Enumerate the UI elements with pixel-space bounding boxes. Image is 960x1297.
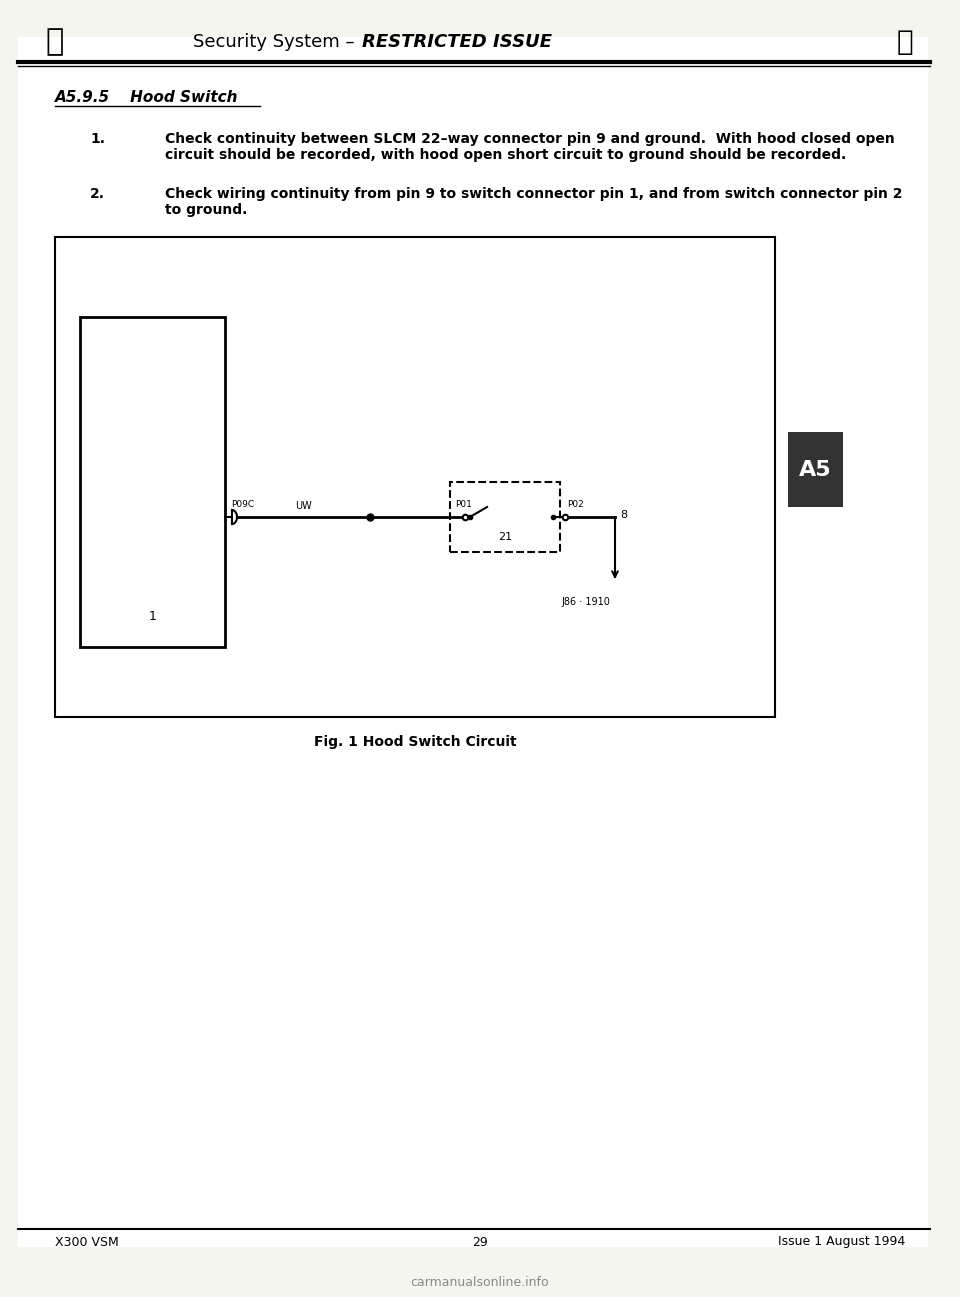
FancyBboxPatch shape — [18, 38, 928, 1246]
Text: UW: UW — [295, 501, 312, 511]
Text: 1: 1 — [149, 611, 156, 624]
Text: Fig. 1 Hood Switch Circuit: Fig. 1 Hood Switch Circuit — [314, 735, 516, 748]
Text: P01: P01 — [455, 501, 472, 508]
Text: carmanualsonline.info: carmanualsonline.info — [411, 1275, 549, 1288]
Text: Issue 1 August 1994: Issue 1 August 1994 — [778, 1236, 905, 1249]
Bar — [450, 482, 560, 553]
Bar — [80, 316, 225, 647]
Text: 🐆: 🐆 — [46, 27, 64, 57]
Text: 1.: 1. — [90, 132, 105, 147]
Text: Check wiring continuity from pin 9 to switch connector pin 1, and from switch co: Check wiring continuity from pin 9 to sw… — [165, 187, 902, 217]
Text: 29: 29 — [472, 1236, 488, 1249]
Text: 🚗: 🚗 — [897, 29, 913, 56]
Text: P09C: P09C — [231, 501, 254, 508]
Bar — [55, 237, 775, 717]
Text: Security System –: Security System – — [193, 32, 360, 51]
Text: 21: 21 — [498, 532, 512, 542]
Text: A5.9.5    Hood Switch: A5.9.5 Hood Switch — [55, 89, 238, 105]
Text: J86 · 1910: J86 · 1910 — [562, 597, 610, 607]
Text: RESTRICTED ISSUE: RESTRICTED ISSUE — [362, 32, 552, 51]
Text: 8: 8 — [620, 510, 627, 520]
Bar — [788, 432, 843, 507]
Text: X300 VSM: X300 VSM — [55, 1236, 119, 1249]
Text: P02: P02 — [567, 501, 584, 508]
Text: 2.: 2. — [90, 187, 105, 201]
Text: A5: A5 — [799, 460, 831, 480]
Text: Check continuity between SLCM 22–way connector pin 9 and ground.  With hood clos: Check continuity between SLCM 22–way con… — [165, 132, 895, 162]
